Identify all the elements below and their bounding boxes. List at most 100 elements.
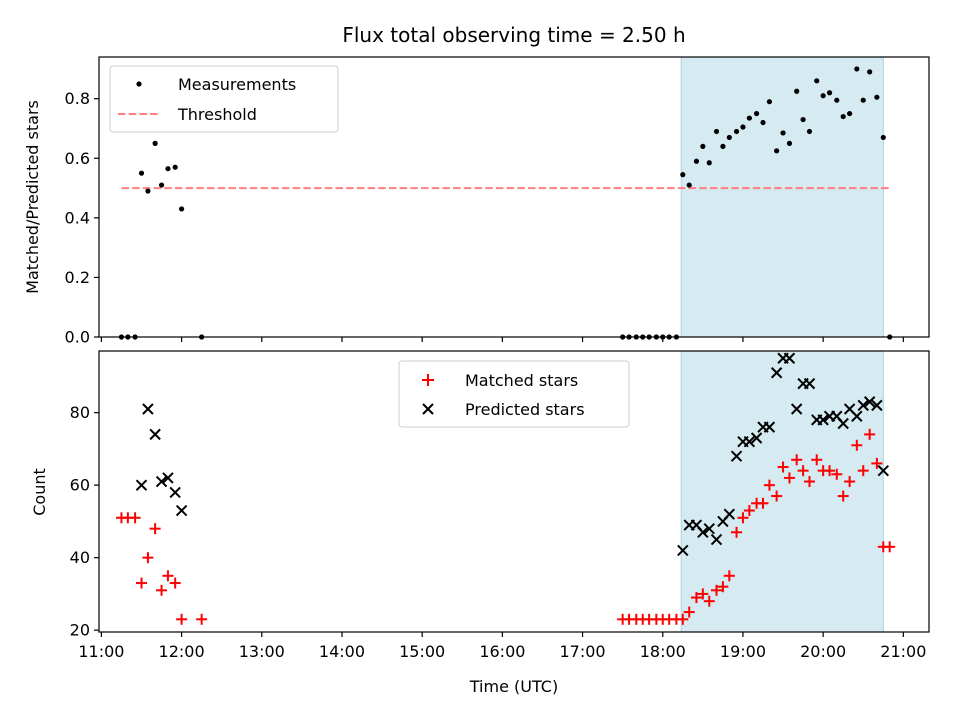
measurement-point xyxy=(826,90,833,96)
predicted-point xyxy=(703,522,715,535)
predicted-point xyxy=(142,403,154,415)
measurement-point xyxy=(740,124,746,130)
x-tick-label: 16:00 xyxy=(479,642,525,661)
measurement-point xyxy=(860,97,866,103)
matched-point xyxy=(884,541,896,553)
matched-point xyxy=(797,465,809,477)
legend-matched-label: Matched stars xyxy=(465,371,578,390)
matched-point xyxy=(871,457,883,469)
matched-point xyxy=(196,613,208,625)
x-tick-label: 18:00 xyxy=(640,642,686,661)
measurement-point xyxy=(152,140,158,146)
matched-point xyxy=(743,505,755,517)
measurement-point xyxy=(138,170,145,176)
legend-predicted-marker xyxy=(422,403,434,415)
matched-point xyxy=(777,461,789,473)
ratio-panel: 0.00.20.40.60.8 Matched/Predicted stars … xyxy=(23,56,930,347)
y-tick-label: 60 xyxy=(70,476,90,495)
measurement-point xyxy=(874,94,880,100)
y-tick-label: 0.2 xyxy=(65,268,90,287)
predicted-point xyxy=(783,352,796,364)
matched-point xyxy=(851,439,863,451)
x-tick-label: 21:00 xyxy=(880,642,926,661)
measurement-point xyxy=(840,113,846,120)
matched-point xyxy=(169,577,181,589)
x-tick-label: 15:00 xyxy=(399,642,445,661)
measurement-point xyxy=(854,66,860,72)
matched-point xyxy=(731,526,743,538)
matched-point xyxy=(783,472,795,484)
measurement-point xyxy=(172,164,178,170)
measurement-point xyxy=(706,160,712,166)
matched-point xyxy=(683,606,695,618)
predicted-point xyxy=(743,435,756,448)
measurement-point xyxy=(806,128,813,135)
legend-matched-marker xyxy=(422,374,434,386)
predicted-point xyxy=(730,450,743,462)
matched-point xyxy=(176,613,188,625)
measurement-point xyxy=(713,128,720,135)
measurement-point xyxy=(847,110,853,117)
matched-point xyxy=(857,465,869,477)
measurement-point xyxy=(178,206,185,212)
x-tick-label: 14:00 xyxy=(319,642,365,661)
measurement-point xyxy=(774,148,780,154)
matched-point xyxy=(136,577,148,589)
matched-point xyxy=(737,512,749,524)
predicted-point xyxy=(863,396,876,408)
matched-point xyxy=(710,584,722,596)
measurement-point xyxy=(753,110,760,117)
matched-point xyxy=(690,592,702,604)
measurement-point xyxy=(680,172,686,178)
axes-frame xyxy=(98,56,930,338)
measurement-point xyxy=(760,119,766,126)
measurement-point xyxy=(814,78,820,84)
matched-point xyxy=(703,595,715,607)
predicted-point xyxy=(723,508,736,520)
predicted-point xyxy=(135,479,148,491)
matched-point xyxy=(844,476,856,488)
x-tick-label: 12:00 xyxy=(159,642,205,661)
count-panel: 20 40 60 80 11:00 12:00 13:00 14:00 15:00 16:00 17… xyxy=(30,350,930,661)
predicted-point xyxy=(750,432,763,444)
legend-measurements-label: Measurements xyxy=(178,75,296,94)
matched-point xyxy=(811,454,823,466)
predicted-point xyxy=(155,475,168,488)
measurement-point xyxy=(693,158,700,164)
matched-point xyxy=(757,497,769,509)
legend-frame xyxy=(398,360,630,428)
measurement-point xyxy=(145,188,151,194)
legend-measurements-marker xyxy=(136,81,142,87)
measurement-point xyxy=(726,134,732,141)
measurement-point xyxy=(880,134,886,141)
predicted-point xyxy=(169,486,181,499)
measurement-point xyxy=(165,166,171,172)
y-tick-label: 0.0 xyxy=(65,328,90,347)
legend-frame xyxy=(109,65,339,133)
measurement-point xyxy=(733,128,740,135)
legend-threshold-label: Threshold xyxy=(177,105,257,124)
predicted-point xyxy=(871,399,883,412)
x-tick-label: 17:00 xyxy=(560,642,606,661)
y-tick-label: 20 xyxy=(70,621,90,640)
predicted-point xyxy=(790,403,803,415)
measurement-point xyxy=(867,69,873,75)
measurement-point xyxy=(700,143,706,149)
y-tick-label: 0.6 xyxy=(65,149,90,168)
matched-point xyxy=(677,613,689,625)
predicted-point xyxy=(697,526,709,538)
measurement-point xyxy=(834,97,840,103)
ratio-panel-ylabel: Matched/Predicted stars xyxy=(23,100,42,294)
count-panel-ylabel: Count xyxy=(30,468,49,516)
count-panel-legend: Matched stars Predicted stars xyxy=(398,360,630,428)
predicted-point xyxy=(851,410,863,422)
matched-point xyxy=(723,570,735,582)
matched-point xyxy=(129,512,141,524)
ratio-panel-legend: Measurements Threshold xyxy=(109,65,339,133)
measurement-point xyxy=(800,116,806,123)
measurement-point xyxy=(786,140,793,146)
matched-point xyxy=(831,468,843,480)
measurement-point xyxy=(820,93,826,99)
measurement-point xyxy=(686,182,692,188)
